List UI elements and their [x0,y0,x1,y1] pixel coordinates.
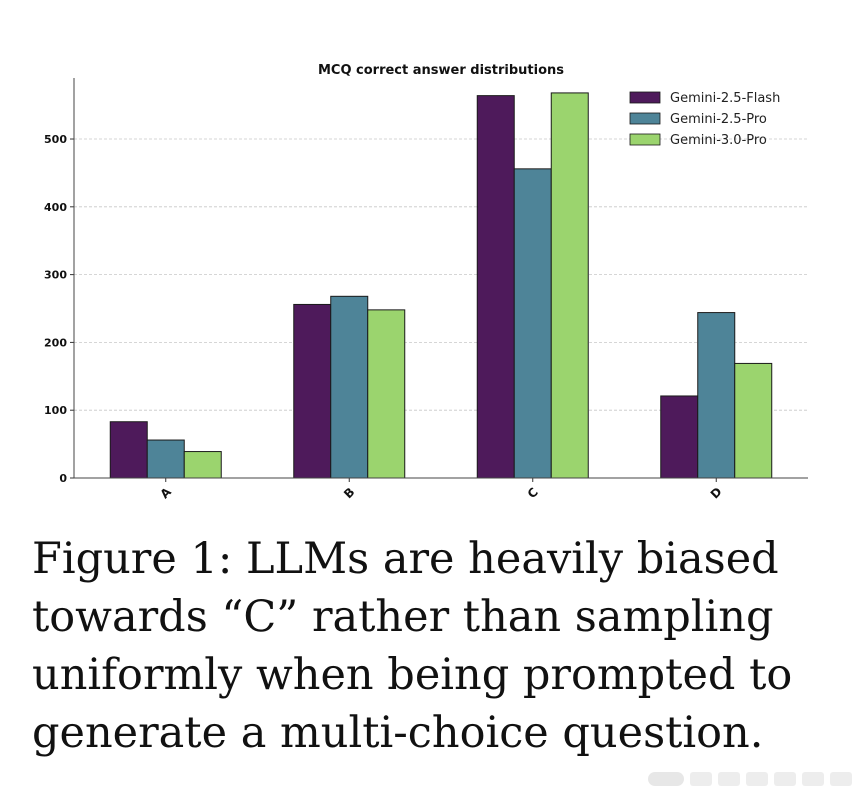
bar-gemini-3-0-pro-d [734,362,773,479]
caption-line: generate a multi-choice question. [32,708,764,758]
bar-gemini-3-0-pro-c [550,92,589,479]
x-tick-label: A [158,484,175,501]
x-tick-label: B [341,485,357,501]
legend-label: Gemini-2.5-Flash [670,91,780,106]
bar-gemini-2-5-flash-d [660,395,699,479]
legend-swatch [629,112,661,125]
bar-gemini-2-5-pro-c [513,168,552,479]
bar-gemini-3-0-pro-b [367,309,406,479]
bars [109,92,773,479]
caption-line: towards “C” rather than sampling [32,592,774,642]
caption-line: Figure 1: LLMs are heavily biased [32,534,779,584]
y-tick-label: 400 [44,201,67,214]
watermark-logo [648,772,852,786]
legend-label: Gemini-2.5-Pro [670,112,767,127]
x-tick-label: D [708,485,725,502]
legend-label: Gemini-3.0-Pro [670,133,767,148]
y-tick-label: 300 [44,269,67,282]
y-tick-label: 0 [59,472,67,485]
y-tick-label: 100 [44,404,67,417]
caption-line: uniformly when being prompted to [32,650,793,700]
bar-gemini-2-5-flash-a [109,421,148,479]
figure-caption: Figure 1: LLMs are heavily biased toward… [32,530,852,762]
bar-gemini-2-5-pro-b [330,295,369,479]
bar-gemini-3-0-pro-a [183,451,222,479]
bar-gemini-2-5-flash-c [476,95,515,479]
bar-gemini-2-5-flash-b [293,303,332,479]
y-tick-label: 500 [44,133,67,146]
bar-chart: MCQ correct answer distributions 0 100 200… [44,63,808,502]
chart-title: MCQ correct answer distributions [318,63,564,78]
legend: Gemini-2.5-Flash Gemini-2.5-Pro Gemini-3.0… [629,91,780,148]
bar-gemini-2-5-pro-a [146,439,185,479]
x-tick-label: C [525,485,541,501]
legend-swatch [629,133,661,146]
bar-gemini-2-5-pro-d [697,312,736,479]
y-tick-label: 200 [44,336,67,349]
legend-swatch [629,91,661,104]
